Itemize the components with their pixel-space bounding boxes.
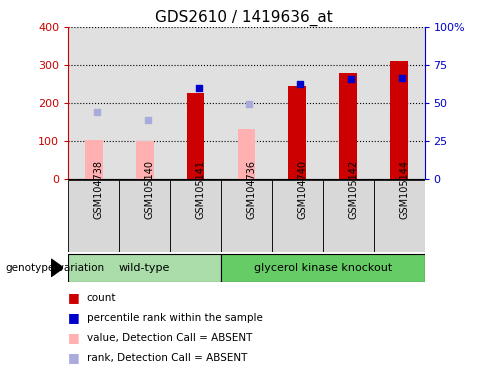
Text: glycerol kinase knockout: glycerol kinase knockout (254, 263, 392, 273)
Point (347, 76, 355, 82)
Text: value, Detection Call = ABSENT: value, Detection Call = ABSENT (87, 333, 252, 343)
Text: ■: ■ (68, 351, 80, 364)
Point (144, 117, 152, 123)
Text: rank, Detection Call = ABSENT: rank, Detection Call = ABSENT (87, 353, 247, 362)
Point (195, 84, 203, 91)
Point (93, 109, 101, 115)
Polygon shape (51, 259, 63, 276)
Point (398, 75, 406, 81)
Text: GSM105144: GSM105144 (399, 159, 409, 218)
FancyBboxPatch shape (119, 180, 170, 252)
FancyBboxPatch shape (221, 254, 425, 282)
FancyBboxPatch shape (170, 180, 221, 252)
FancyBboxPatch shape (68, 180, 119, 252)
Text: percentile rank within the sample: percentile rank within the sample (87, 313, 263, 323)
Text: genotype/variation: genotype/variation (5, 263, 104, 273)
FancyBboxPatch shape (323, 180, 374, 252)
Bar (85, 139, 102, 179)
Text: ■: ■ (68, 331, 80, 344)
Text: ■: ■ (68, 291, 80, 304)
Text: GSM105142: GSM105142 (348, 159, 358, 218)
Text: GSM105140: GSM105140 (144, 159, 155, 218)
Text: wild-type: wild-type (119, 263, 170, 273)
FancyBboxPatch shape (374, 180, 425, 252)
Text: GSM104738: GSM104738 (94, 159, 104, 218)
Text: GSM104736: GSM104736 (246, 159, 256, 218)
Text: ■: ■ (68, 311, 80, 324)
Bar (390, 61, 408, 179)
FancyBboxPatch shape (221, 180, 272, 252)
Bar (288, 86, 306, 179)
FancyBboxPatch shape (68, 254, 221, 282)
Text: GSM104740: GSM104740 (297, 159, 307, 218)
Point (297, 81, 305, 87)
Text: GDS2610 / 1419636_at: GDS2610 / 1419636_at (155, 10, 333, 26)
Text: GSM105141: GSM105141 (196, 159, 205, 218)
FancyBboxPatch shape (272, 180, 323, 252)
Bar (238, 129, 255, 179)
Point (245, 101, 253, 107)
Bar (186, 93, 204, 179)
Bar (339, 73, 357, 179)
Bar (136, 141, 154, 179)
Text: count: count (87, 293, 116, 303)
